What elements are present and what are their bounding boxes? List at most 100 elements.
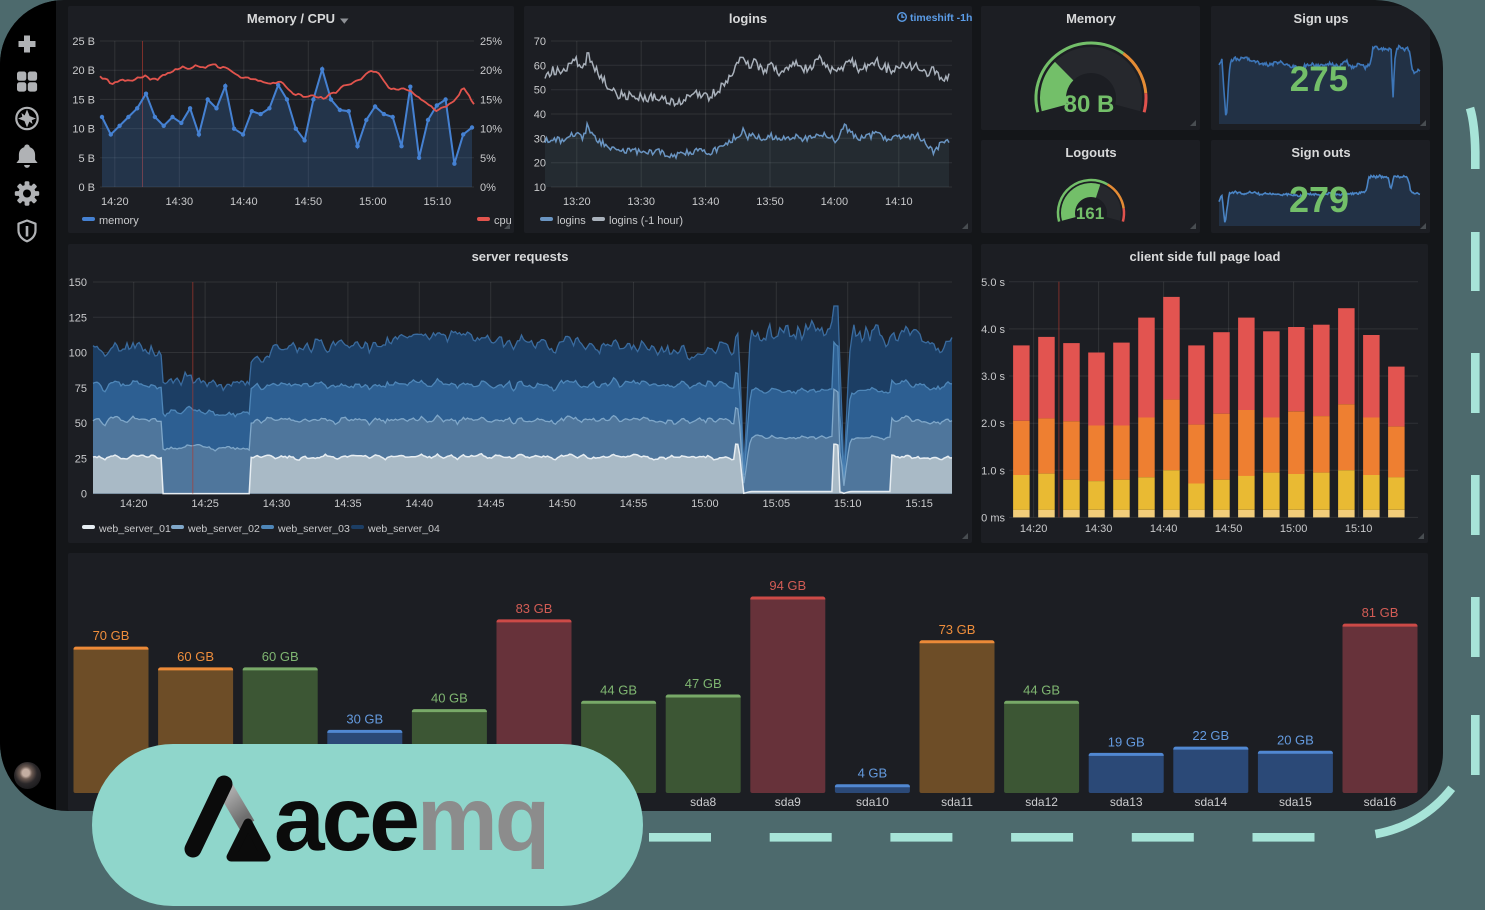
svg-text:40 GB: 40 GB bbox=[431, 691, 468, 706]
svg-text:logins (-1 hour): logins (-1 hour) bbox=[609, 215, 683, 227]
svg-text:sda9: sda9 bbox=[775, 795, 801, 809]
svg-text:30 GB: 30 GB bbox=[346, 711, 383, 726]
svg-text:125: 125 bbox=[69, 312, 87, 324]
svg-text:14:50: 14:50 bbox=[548, 498, 576, 510]
svg-text:logins: logins bbox=[729, 11, 767, 26]
svg-text:14:40: 14:40 bbox=[1150, 523, 1178, 535]
svg-text:19 GB: 19 GB bbox=[1108, 734, 1145, 749]
svg-text:Memory: Memory bbox=[1066, 11, 1117, 26]
svg-text:14:30: 14:30 bbox=[1085, 523, 1113, 535]
svg-text:0 ms: 0 ms bbox=[981, 512, 1005, 524]
svg-text:70: 70 bbox=[534, 36, 546, 48]
svg-text:0%: 0% bbox=[480, 182, 496, 194]
svg-text:cpu: cpu bbox=[494, 215, 512, 227]
svg-text:Memory / CPU: Memory / CPU bbox=[247, 11, 335, 26]
svg-text:20 B: 20 B bbox=[72, 65, 95, 77]
svg-text:15:10: 15:10 bbox=[424, 196, 452, 208]
svg-text:1.0 s: 1.0 s bbox=[981, 465, 1005, 477]
svg-text:server requests: server requests bbox=[472, 249, 569, 264]
svg-text:14:55: 14:55 bbox=[620, 498, 648, 510]
svg-text:15%: 15% bbox=[480, 94, 502, 106]
svg-text:100: 100 bbox=[69, 348, 87, 360]
svg-text:25: 25 bbox=[75, 453, 87, 465]
svg-text:3.0 s: 3.0 s bbox=[981, 371, 1005, 383]
svg-text:14:40: 14:40 bbox=[230, 196, 258, 208]
svg-text:161: 161 bbox=[1076, 204, 1104, 223]
svg-text:30: 30 bbox=[534, 133, 546, 145]
svg-text:15:15: 15:15 bbox=[905, 498, 933, 510]
svg-text:20%: 20% bbox=[480, 65, 502, 77]
svg-text:44 GB: 44 GB bbox=[1023, 682, 1060, 697]
svg-text:logins: logins bbox=[557, 215, 586, 227]
svg-text:50: 50 bbox=[534, 85, 546, 97]
svg-text:275: 275 bbox=[1290, 60, 1348, 99]
svg-text:10: 10 bbox=[534, 182, 546, 194]
svg-text:sda11: sda11 bbox=[941, 795, 973, 809]
svg-text:web_server_04: web_server_04 bbox=[367, 523, 440, 535]
svg-text:10 B: 10 B bbox=[72, 124, 95, 136]
svg-text:14:00: 14:00 bbox=[821, 196, 849, 208]
svg-text:14:40: 14:40 bbox=[406, 498, 434, 510]
svg-text:14:20: 14:20 bbox=[101, 196, 129, 208]
svg-text:10%: 10% bbox=[480, 124, 502, 136]
svg-text:14:35: 14:35 bbox=[334, 498, 362, 510]
svg-text:13:40: 13:40 bbox=[692, 196, 720, 208]
svg-text:15:05: 15:05 bbox=[763, 498, 791, 510]
svg-text:web_server_01: web_server_01 bbox=[98, 523, 171, 535]
svg-text:14:30: 14:30 bbox=[166, 196, 194, 208]
svg-text:150: 150 bbox=[69, 277, 87, 289]
svg-text:5%: 5% bbox=[480, 153, 496, 165]
svg-text:15 B: 15 B bbox=[72, 94, 95, 106]
svg-text:sda15: sda15 bbox=[1279, 795, 1312, 809]
svg-text:14:50: 14:50 bbox=[1215, 523, 1243, 535]
svg-text:0: 0 bbox=[81, 489, 87, 501]
svg-text:20: 20 bbox=[534, 158, 546, 170]
svg-text:80 B: 80 B bbox=[1064, 91, 1115, 118]
svg-text:47 GB: 47 GB bbox=[685, 676, 722, 691]
svg-text:4 GB: 4 GB bbox=[858, 766, 888, 781]
svg-text:Logouts: Logouts bbox=[1065, 145, 1116, 160]
svg-text:5.0 s: 5.0 s bbox=[981, 277, 1005, 289]
svg-text:4.0 s: 4.0 s bbox=[981, 324, 1005, 336]
svg-text:15:10: 15:10 bbox=[834, 498, 862, 510]
svg-text:web_server_02: web_server_02 bbox=[187, 523, 260, 535]
svg-text:15:00: 15:00 bbox=[691, 498, 719, 510]
svg-text:70 GB: 70 GB bbox=[93, 628, 130, 643]
svg-text:81 GB: 81 GB bbox=[1362, 605, 1399, 620]
svg-text:sda16: sda16 bbox=[1364, 795, 1397, 809]
svg-text:13:30: 13:30 bbox=[627, 196, 655, 208]
svg-text:75: 75 bbox=[75, 383, 87, 395]
svg-text:20 GB: 20 GB bbox=[1277, 732, 1314, 747]
svg-text:sda8: sda8 bbox=[690, 795, 716, 809]
svg-text:15:10: 15:10 bbox=[1345, 523, 1373, 535]
svg-text:14:25: 14:25 bbox=[191, 498, 219, 510]
svg-text:Sign ups: Sign ups bbox=[1294, 11, 1349, 26]
svg-text:2.0 s: 2.0 s bbox=[981, 418, 1005, 430]
svg-text:14:45: 14:45 bbox=[477, 498, 505, 510]
svg-text:timeshift -1h: timeshift -1h bbox=[910, 12, 972, 24]
svg-text:Sign outs: Sign outs bbox=[1291, 145, 1350, 160]
svg-text:sda13: sda13 bbox=[1110, 795, 1143, 809]
svg-text:memory: memory bbox=[99, 215, 139, 227]
svg-text:14:50: 14:50 bbox=[295, 196, 323, 208]
svg-text:13:50: 13:50 bbox=[756, 196, 784, 208]
svg-text:sda10: sda10 bbox=[856, 795, 889, 809]
svg-text:14:10: 14:10 bbox=[885, 196, 913, 208]
svg-text:web_server_03: web_server_03 bbox=[277, 523, 350, 535]
svg-text:22 GB: 22 GB bbox=[1192, 728, 1229, 743]
svg-text:25 B: 25 B bbox=[72, 36, 95, 48]
svg-text:50: 50 bbox=[75, 418, 87, 430]
svg-text:44 GB: 44 GB bbox=[600, 682, 637, 697]
svg-text:0 B: 0 B bbox=[78, 182, 95, 194]
svg-text:60 GB: 60 GB bbox=[262, 649, 299, 664]
svg-text:94 GB: 94 GB bbox=[769, 578, 806, 593]
svg-text:13:20: 13:20 bbox=[563, 196, 591, 208]
svg-text:60: 60 bbox=[534, 60, 546, 72]
svg-text:25%: 25% bbox=[480, 36, 502, 48]
svg-text:15:00: 15:00 bbox=[1280, 523, 1308, 535]
svg-text:40: 40 bbox=[534, 109, 546, 121]
svg-text:client side full page load: client side full page load bbox=[1130, 249, 1281, 264]
svg-text:5 B: 5 B bbox=[78, 153, 95, 165]
svg-text:73 GB: 73 GB bbox=[939, 622, 976, 637]
svg-text:14:20: 14:20 bbox=[1020, 523, 1048, 535]
